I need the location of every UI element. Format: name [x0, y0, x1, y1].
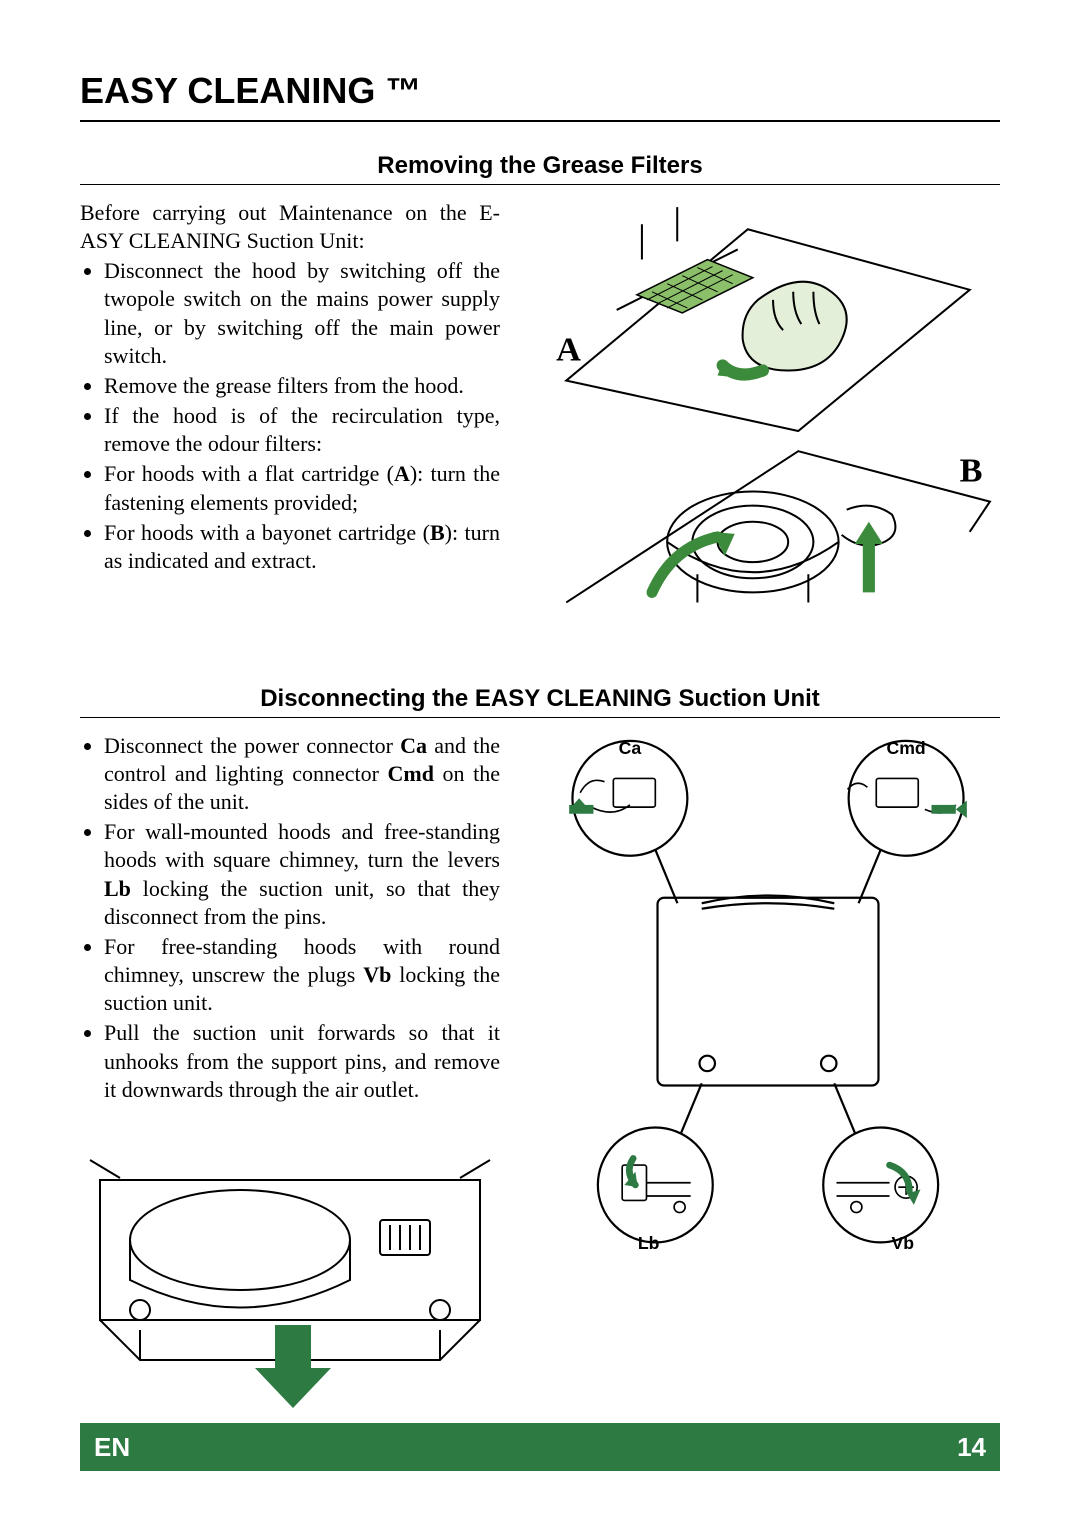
list-item: Remove the grease filters from the hood. [104, 372, 500, 400]
list-item: For free-standing hoods with round chimn… [104, 933, 500, 1017]
section-heading-removing-filters: Removing the Grease Filters [80, 152, 1000, 184]
bullet-list: Disconnect the hood by switching off the… [80, 257, 500, 575]
text-column: Disconnect the power connector Ca and th… [80, 732, 500, 1417]
list-item: If the hood is of the recirculation type… [104, 402, 500, 458]
list-item: For hoods with a flat cartridge (A): tur… [104, 460, 500, 516]
chapter-rule [80, 120, 1000, 122]
text-column: Before carrying out Maintenance on the E… [80, 199, 500, 577]
figure-label-cmd: Cmd [886, 738, 925, 758]
section-removing-filters: Before carrying out Maintenance on the E… [80, 199, 1000, 643]
figure-suction-removal [80, 1130, 500, 1410]
figure-filters: A B [536, 199, 1000, 643]
footer-bar: EN 14 [80, 1423, 1000, 1471]
list-item: Pull the suction unit forwards so that i… [104, 1019, 500, 1103]
list-item: Disconnect the power connector Ca and th… [104, 732, 500, 816]
figure-connectors: Ca Cmd [536, 732, 1000, 1251]
list-item: Disconnect the hood by switching off the… [104, 257, 500, 370]
section-disconnecting: Disconnect the power connector Ca and th… [80, 732, 1000, 1417]
list-item: For wall-mounted hoods and free-standing… [104, 818, 500, 931]
list-item: For hoods with a bayonet cartridge (B): … [104, 519, 500, 575]
figure-label-vb: Vb [891, 1233, 914, 1251]
figure-label-lb: Lb [638, 1233, 660, 1251]
figure-label-a: A [556, 330, 581, 368]
page-root: EASY CLEANING ™ Removing the Grease Filt… [0, 0, 1080, 1529]
section-rule [80, 184, 1000, 185]
section-rule [80, 717, 1000, 718]
figure-column: Ca Cmd [536, 732, 1000, 1251]
figure-label-b: B [960, 451, 983, 489]
bullet-list: Disconnect the power connector Ca and th… [80, 732, 500, 1104]
figure-column: A B [536, 199, 1000, 643]
footer-page-number: 14 [957, 1432, 986, 1463]
section-heading-disconnecting: Disconnecting the EASY CLEANING Suction … [80, 685, 1000, 717]
footer-language: EN [94, 1432, 130, 1463]
intro-paragraph: Before carrying out Maintenance on the E… [80, 199, 500, 255]
chapter-title: EASY CLEANING ™ [80, 70, 1000, 112]
figure-label-ca: Ca [619, 738, 642, 758]
